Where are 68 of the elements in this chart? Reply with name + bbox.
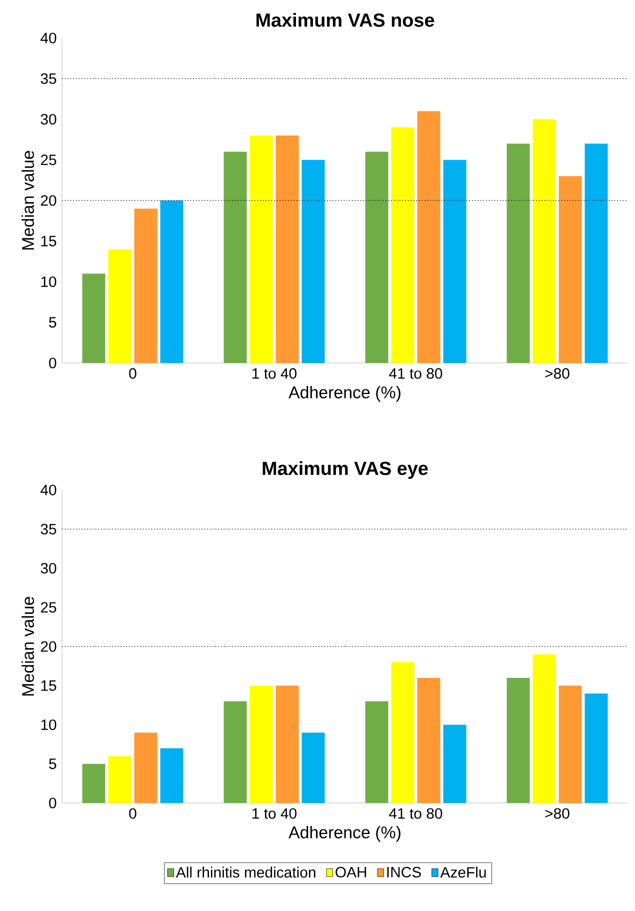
bar [108,756,132,804]
bar [224,701,247,804]
y-tick-label: 30 [40,562,56,574]
bar [506,678,530,804]
x-tick-label: 1 to 40 [252,808,296,819]
x-tick-label: 0 [129,368,136,379]
y-tick-label: 35 [40,524,56,534]
bar [82,274,106,364]
chart-title: Maximum VAS eye [262,461,428,479]
x-axis-title: Adherence (%) [288,386,400,402]
x-axis-title: Adherence (%) [288,826,400,842]
y-tick-label: 15 [41,680,56,691]
bar [276,136,299,364]
bar [134,732,158,804]
bar [224,152,247,364]
bar [391,127,414,364]
x-tick-label: 41 to 80 [389,368,442,379]
y-tick-label: 5 [49,758,56,770]
bar [532,119,556,364]
y-tick-label: 30 [40,114,56,125]
bar [417,111,440,364]
bar [558,686,582,804]
x-tick-label: >80 [545,368,570,379]
y-tick-label: 20 [40,195,56,206]
bar [134,208,158,364]
y-tick-label: 0 [49,798,56,808]
bar [302,732,325,804]
y-tick-label: 25 [40,602,56,613]
bar [160,200,184,364]
y-tick-label: 10 [41,276,56,288]
x-tick-label: 1 to 40 [252,368,296,379]
y-tick-label: 15 [41,236,56,246]
bar [584,693,608,804]
bar [365,152,388,364]
bar [391,662,414,804]
y-tick-label: 5 [49,317,56,328]
bar [365,701,388,804]
y-tick-label: 40 [40,32,56,44]
bar [584,144,608,364]
bar [506,144,530,364]
y-tick-label: 10 [41,719,56,730]
chart-title: Maximum VAS nose [256,12,434,27]
bar [276,686,299,804]
legend-label: OAH [336,866,366,878]
bar [302,160,325,364]
bar [250,136,273,364]
y-axis-title: Median value [22,150,34,250]
y-tick-label: 20 [40,641,56,652]
y-tick-label: 40 [40,484,56,496]
bar [250,686,273,804]
x-tick-label: 41 to 80 [389,808,442,819]
bar [108,249,132,364]
legend-label: AzeFlu [440,866,486,878]
x-tick-label: >80 [545,808,570,819]
legend-label: INCS [387,866,421,878]
bar [532,654,556,804]
y-tick-label: 0 [49,358,56,368]
bar [443,160,466,364]
bar [417,678,440,804]
bar [160,748,184,804]
bar [558,176,582,364]
y-axis-title: Median value [22,596,34,696]
bar [443,724,466,804]
y-tick-label: 25 [40,154,56,166]
bar [82,764,106,804]
y-tick-label: 35 [40,73,56,84]
legend-label: All rhinitis medication [176,866,316,878]
x-tick-label: 0 [129,808,136,819]
